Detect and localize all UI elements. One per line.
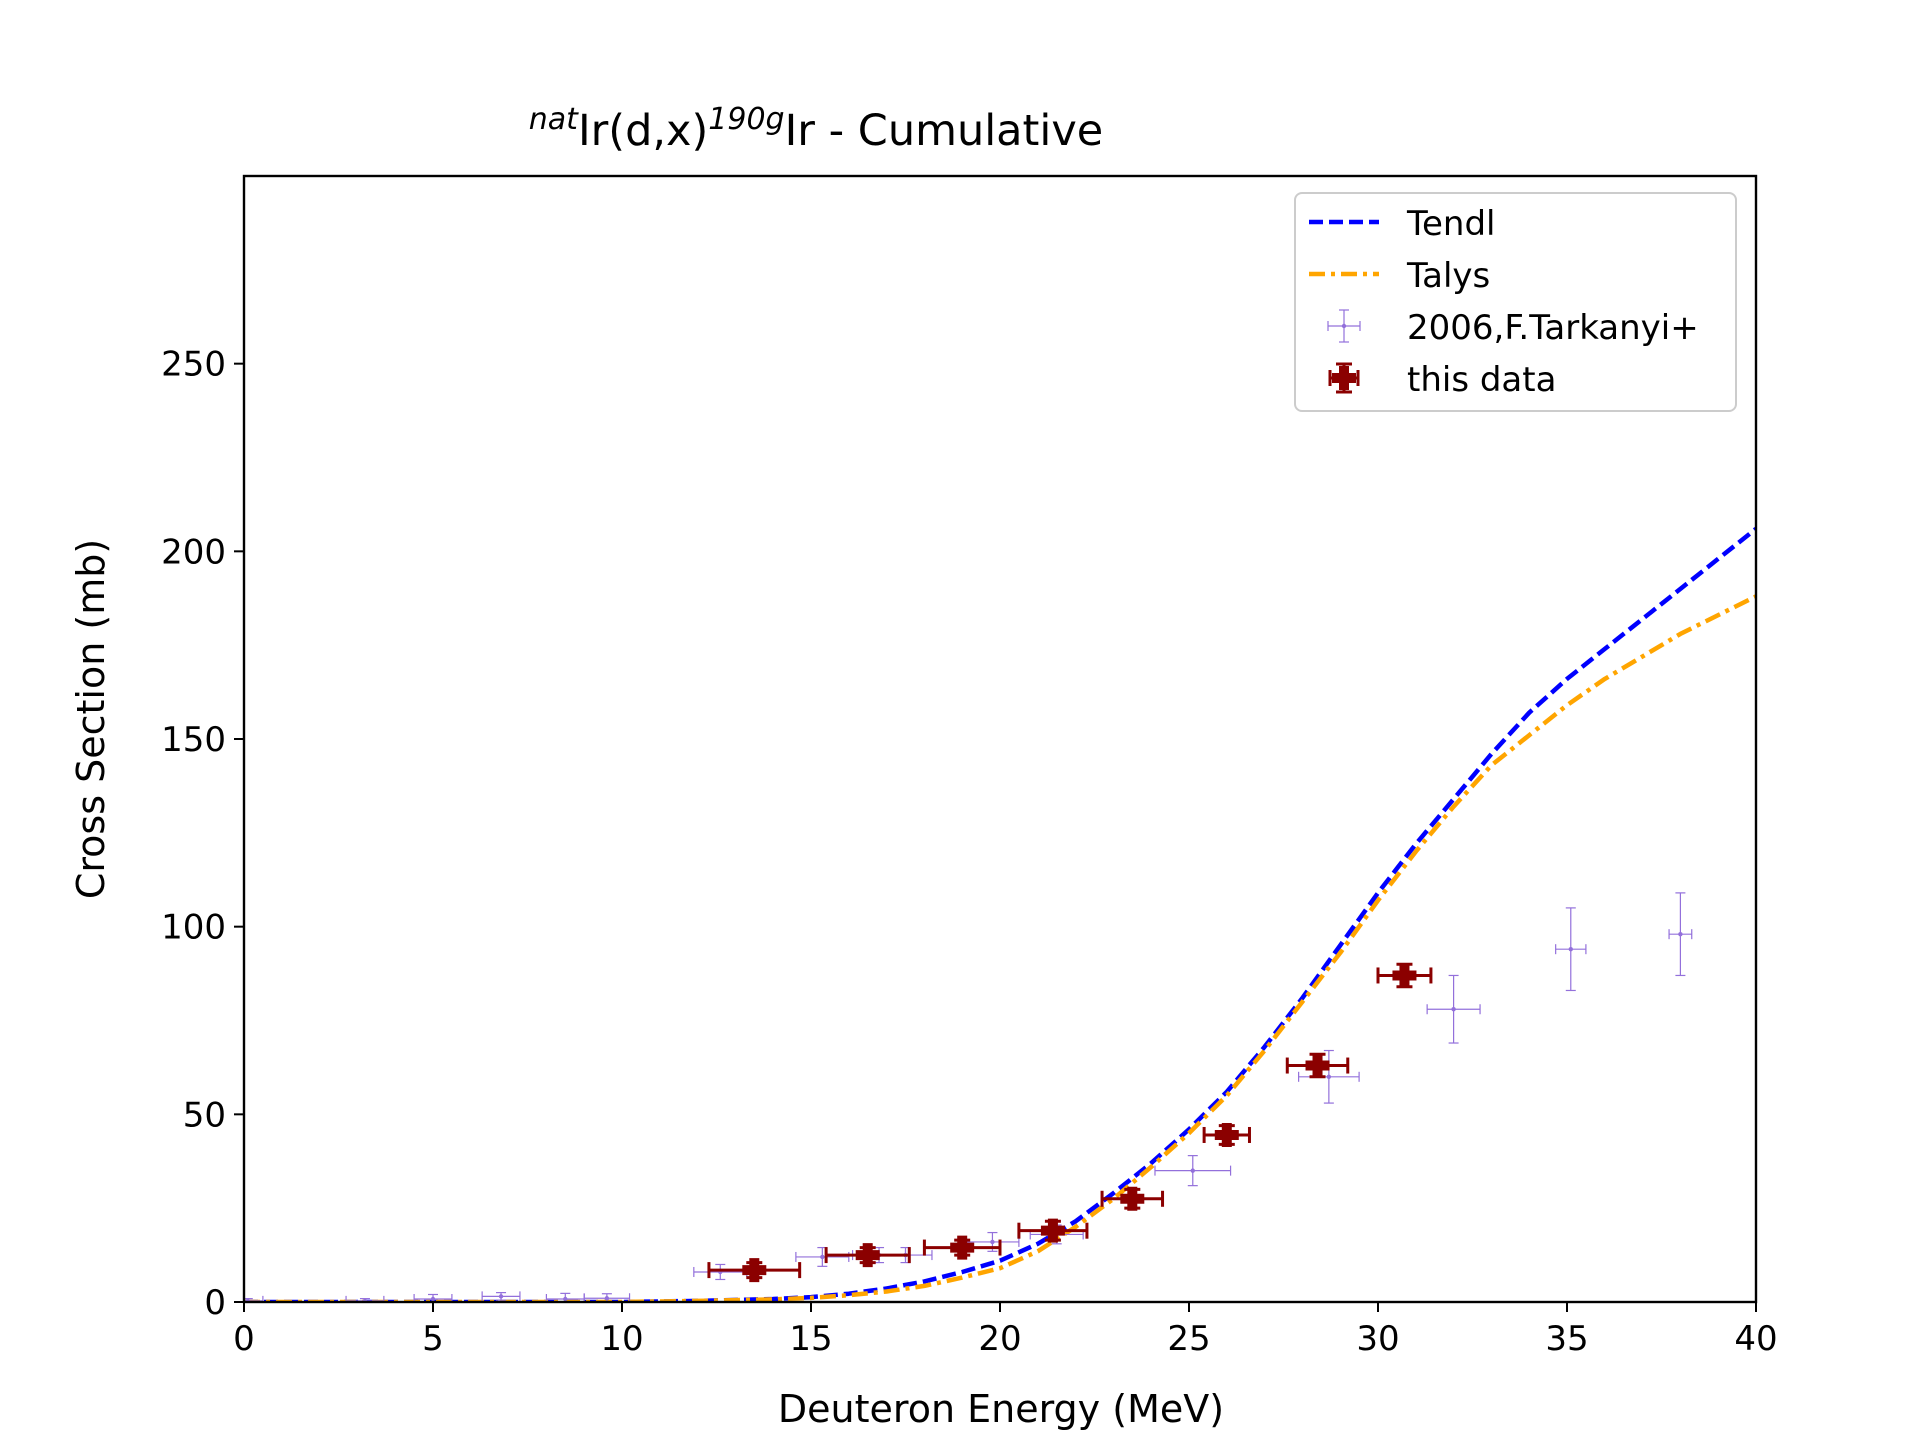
chart-title: natIr(d,x)190gIr - Cumulative [529,102,1103,156]
y-tick-label: 50 [183,1095,226,1135]
dot-marker [605,1296,609,1300]
x-tick-label: 25 [1167,1319,1210,1359]
dot-marker [1191,1168,1195,1172]
legend: Tendl Talys 2006,F.Tarkanyi+ this data [1295,193,1736,411]
title-part-1: Ir(d,x) [578,106,708,156]
dot-marker [1569,947,1573,951]
y-tick-label: 200 [161,532,226,572]
y-tick-label: 250 [161,345,226,385]
dot-marker [499,1294,503,1298]
dot-marker [1327,1075,1331,1079]
x-tick-label: 40 [1734,1319,1777,1359]
dot-marker [1678,932,1682,936]
x-tick-label: 0 [233,1319,255,1359]
legend-label-talys: Talys [1406,256,1490,296]
x-tick-label: 35 [1545,1319,1588,1359]
x-axis-label: Deuteron Energy (MeV) [778,1387,1224,1431]
dot-marker [431,1297,435,1301]
x-tick-label: 30 [1356,1319,1399,1359]
title-sup-nat: nat [529,102,579,137]
dot-marker [563,1297,567,1301]
y-tick-label: 100 [161,908,226,948]
y-tick-label: 150 [161,720,226,760]
title-sup-190g: 190g [708,102,784,137]
legend-label-this-data: this data [1407,360,1556,400]
dot-marker [820,1255,824,1259]
title-part-2: Ir - Cumulative [785,106,1104,156]
legend-label-tarkanyi: 2006,F.Tarkanyi+ [1407,308,1699,348]
y-tick-label: 0 [204,1283,226,1323]
legend-label-tendl: Tendl [1406,204,1496,244]
dot-marker [1451,1007,1455,1011]
legend-dot-marker [1342,324,1346,328]
x-tick-label: 15 [789,1319,832,1359]
dot-marker [990,1240,994,1244]
x-tick-label: 20 [978,1319,1021,1359]
x-tick-label: 5 [422,1319,444,1359]
y-axis-label: Cross Section (mb) [69,539,113,899]
x-tick-label: 10 [600,1319,643,1359]
